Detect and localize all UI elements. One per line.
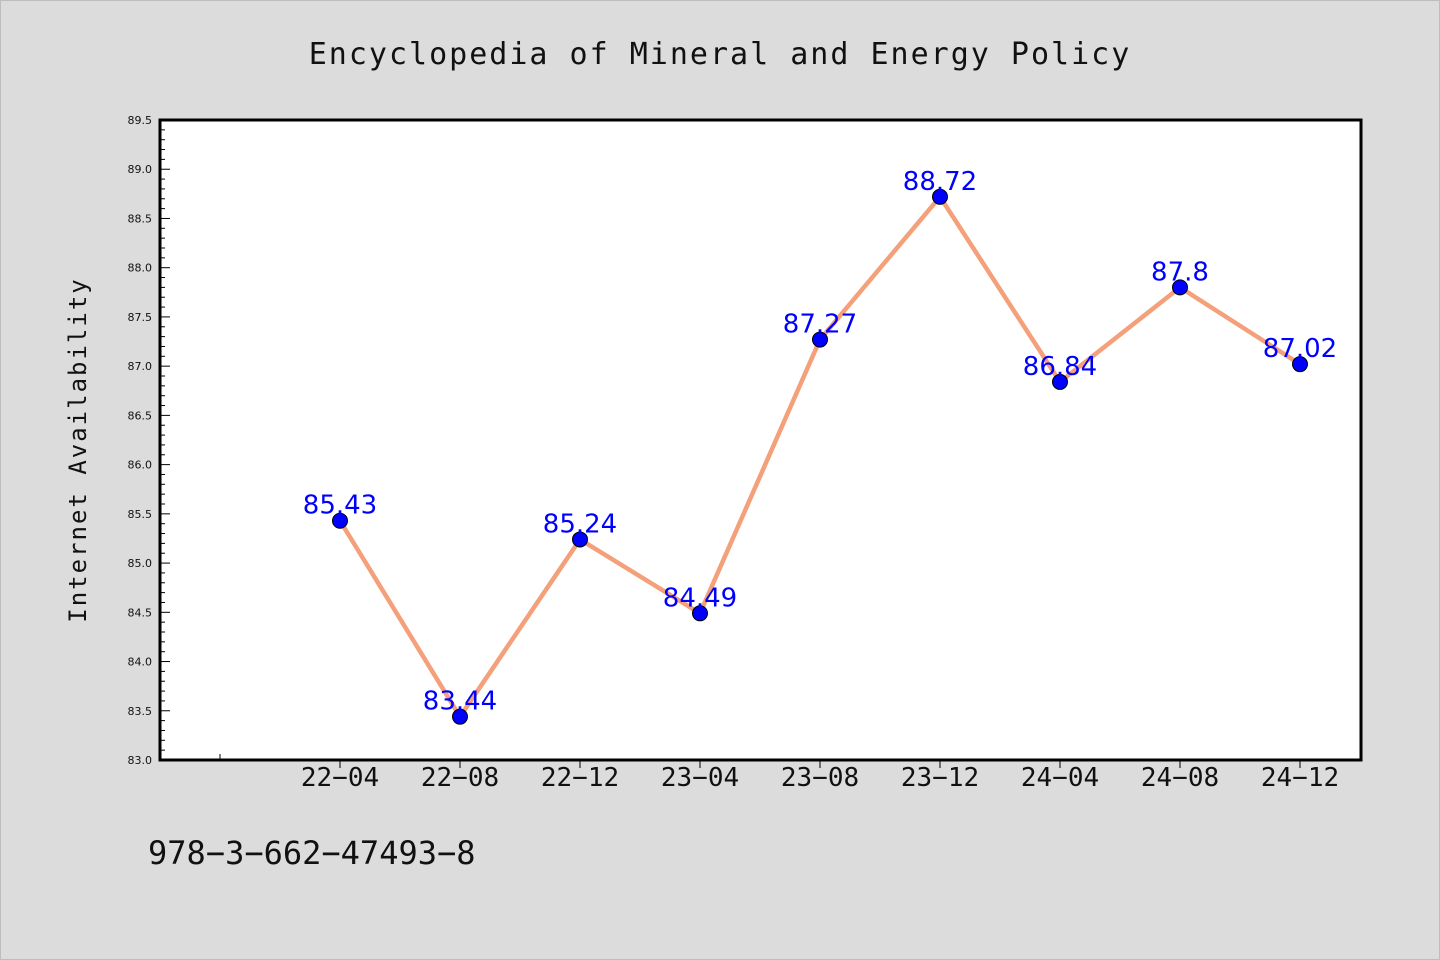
y-tick-label: 83.0 <box>128 754 153 767</box>
data-label: 85.43 <box>303 491 377 521</box>
footer-isbn: 978−3−662−47493−8 <box>148 834 476 872</box>
x-axis: 22−04 22−08 22−12 23−04 23−08 23−12 24−04 24−08… <box>219 754 1339 793</box>
y-axis: 83.0 83.5 84.0 84.5 85.0 85.5 86.0 86.5 87.0 87.5… <box>128 114 170 767</box>
plot-area <box>160 120 1361 760</box>
y-tick-label: 89.5 <box>128 114 153 127</box>
data-label: 84.49 <box>663 583 737 613</box>
y-tick-label: 84.0 <box>128 656 153 669</box>
data-point <box>332 512 348 529</box>
plot-frame <box>158 118 1363 762</box>
y-tick-label: 86.5 <box>128 409 153 422</box>
x-tick-label: 24−04 <box>1021 763 1099 793</box>
data-label: 87.8 <box>1151 257 1209 287</box>
y-tick-label: 86.0 <box>128 459 153 472</box>
data-label: 86.84 <box>1023 352 1097 382</box>
series-line: 85.43 83.44 85.24 84.49 87.27 88.72 86.84 87.8 8… <box>303 167 1337 725</box>
data-label: 88.72 <box>903 167 977 197</box>
x-tick-label: 23−04 <box>661 763 739 793</box>
data-point <box>812 331 828 348</box>
y-tick-label: 83.5 <box>128 705 153 718</box>
data-point <box>932 188 948 205</box>
y-axis-label: Internet Availability <box>64 277 92 622</box>
x-tick-label: 24−08 <box>1141 763 1219 793</box>
y-tick-label: 88.5 <box>128 212 153 225</box>
data-point <box>1172 279 1188 296</box>
x-tick-label: 23−12 <box>901 763 979 793</box>
x-tick-label: 22−12 <box>541 763 619 793</box>
y-tick-label: 85.0 <box>128 557 153 570</box>
x-tick-label: 23−08 <box>781 763 859 793</box>
data-label: 83.44 <box>423 687 497 717</box>
data-point <box>1292 356 1308 373</box>
data-label: 85.24 <box>543 509 617 539</box>
x-tick-label: 24−12 <box>1261 763 1339 793</box>
data-label: 87.02 <box>1263 334 1337 364</box>
y-tick-label: 88.0 <box>128 262 153 275</box>
y-tick-label: 89.0 <box>128 163 153 176</box>
data-label: 87.27 <box>783 310 857 340</box>
y-tick-label: 85.5 <box>128 508 153 521</box>
y-tick-label: 84.5 <box>128 606 153 619</box>
chart-title: Encyclopedia of Mineral and Energy Polic… <box>309 37 1132 72</box>
y-tick-label: 87.0 <box>128 360 153 373</box>
y-tick-label: 87.5 <box>128 311 153 324</box>
data-point <box>452 708 468 725</box>
data-point <box>692 605 708 622</box>
data-point <box>572 531 588 548</box>
x-tick-label: 22−04 <box>301 763 379 793</box>
x-tick-label: 22−08 <box>421 763 499 793</box>
data-point <box>1052 373 1068 390</box>
